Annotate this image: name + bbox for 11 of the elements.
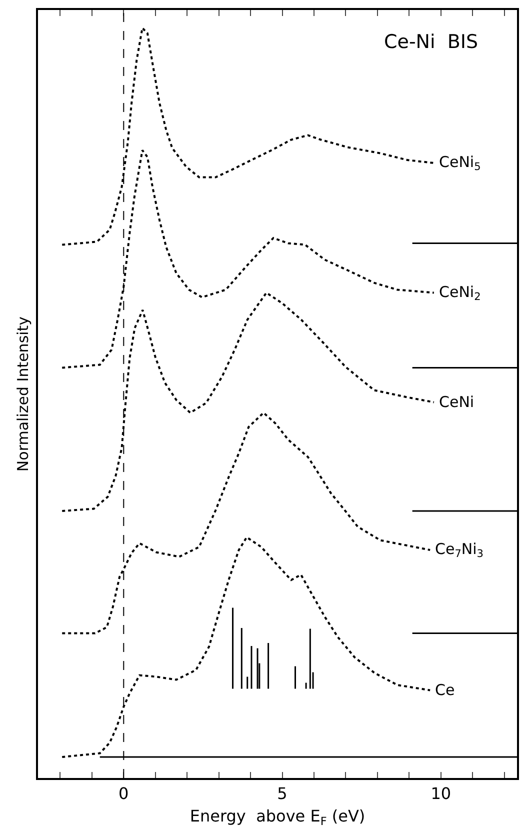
x-tick-label: 10 (430, 784, 452, 804)
x-tick-label: 0 (118, 784, 129, 804)
x-tick-label: 5 (277, 784, 288, 804)
series-label: Ce$_{7}$Ni$_{3}$ (435, 540, 484, 560)
series-label: CeNi$_{2}$ (439, 283, 481, 304)
y-axis-title: Normalized Intensity (14, 316, 32, 472)
x-axis-title: Energy above E$_{F}$ (eV) (190, 806, 366, 828)
chart-title: Ce-Ni BIS (384, 31, 478, 53)
series-label: Ce (435, 681, 455, 699)
series-label: CeNi$_{5}$ (439, 153, 481, 174)
series-label: CeNi (439, 393, 474, 411)
